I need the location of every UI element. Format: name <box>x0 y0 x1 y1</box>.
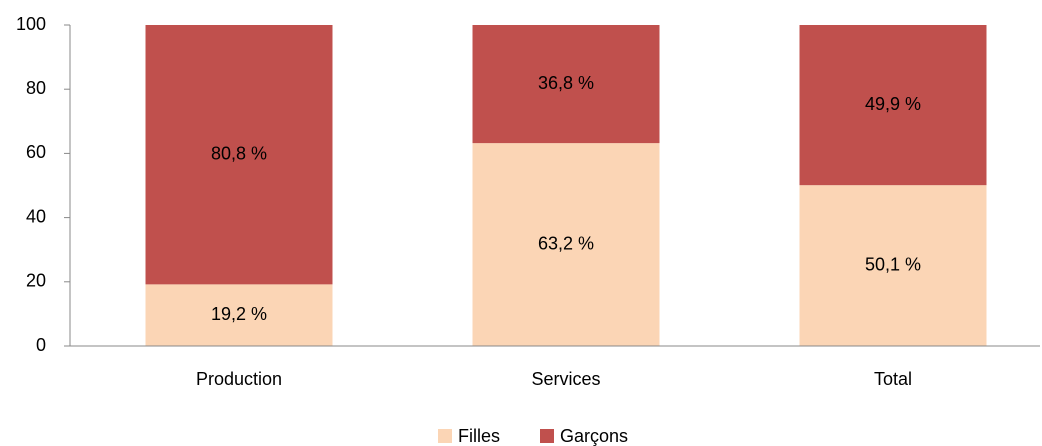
data-label: 36,8 % <box>538 73 594 93</box>
y-tick-label: 60 <box>26 142 46 162</box>
y-tick-label: 100 <box>16 14 46 34</box>
y-tick-label: 80 <box>26 78 46 98</box>
legend-swatch <box>438 429 452 443</box>
bar-segment <box>472 143 660 346</box>
x-tick-label: Total <box>874 369 912 389</box>
bar-segment <box>799 185 987 346</box>
y-tick-label: 20 <box>26 271 46 291</box>
x-tick-label: Production <box>196 369 282 389</box>
y-tick-label: 40 <box>26 206 46 226</box>
legend-swatch <box>540 429 554 443</box>
data-label: 50,1 % <box>865 254 921 274</box>
data-label: 19,2 % <box>211 304 267 324</box>
data-label: 49,9 % <box>865 94 921 114</box>
bar-segment <box>472 25 660 144</box>
legend-label: Filles <box>458 426 500 446</box>
bar-segment <box>145 284 333 346</box>
x-tick-label: Services <box>531 369 600 389</box>
legend-label: Garçons <box>560 426 628 446</box>
y-tick-label: 0 <box>36 335 46 355</box>
bar-segment <box>145 25 333 285</box>
data-label: 80,8 % <box>211 143 267 163</box>
data-label: 63,2 % <box>538 233 594 253</box>
bar-segment <box>799 25 987 186</box>
